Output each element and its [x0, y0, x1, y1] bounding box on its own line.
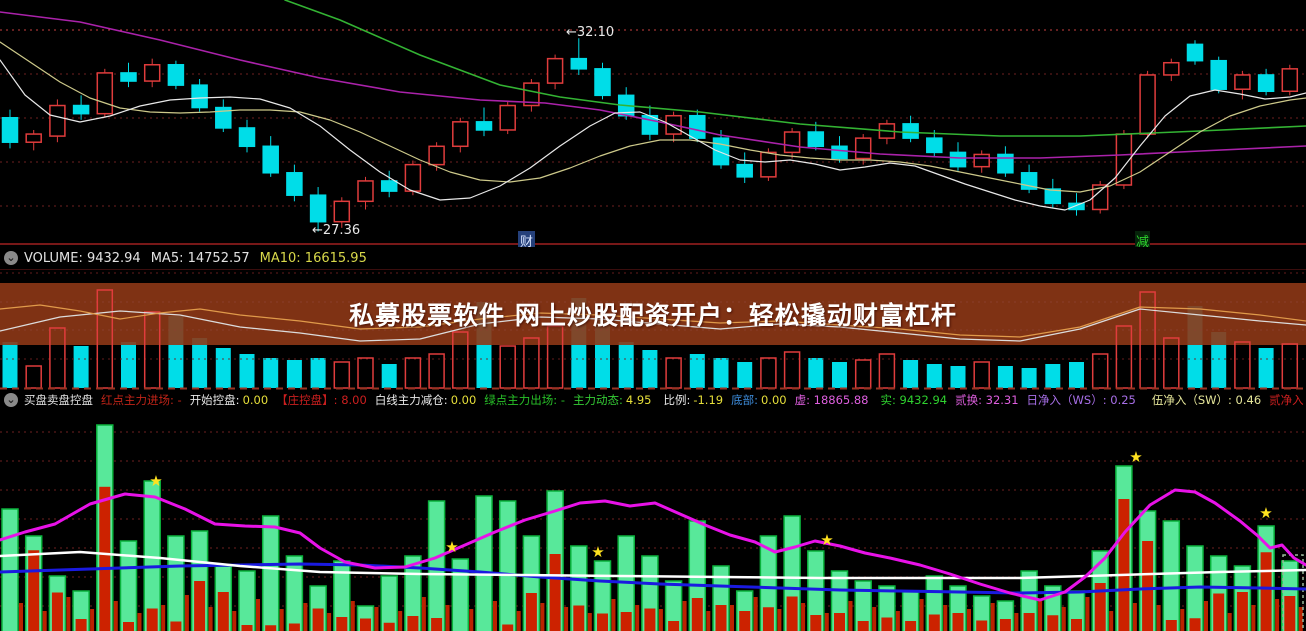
control-indicator-chart[interactable]: ★ ★ ★ ★ ★ ★	[0, 410, 1306, 631]
stat-segment: 0.00	[242, 393, 269, 407]
stat-segment: 【庄控盘】: 8.00	[276, 393, 367, 407]
stat-segment: 虚: 18865.88	[794, 393, 869, 407]
star-signal-icon: ★	[445, 538, 458, 556]
stat-segment: 实: 9432.94	[880, 393, 948, 407]
stat-segment: 买盘卖盘控盘	[24, 393, 93, 407]
stat-segment: -1.19	[693, 393, 724, 407]
stat-segment: 0.00	[760, 393, 787, 407]
stat-segment: 开始控盘:	[189, 393, 240, 407]
chevron-down-circle-icon[interactable]: ⌄	[4, 251, 18, 265]
volume-stats: VOLUME: 9432.94 MA5: 14752.57 MA10: 16615.…	[24, 251, 367, 266]
stat-segment: 主力动态:	[572, 393, 623, 407]
volume-chart[interactable]	[0, 269, 1306, 390]
indicator-stats: 买盘卖盘控盘 红点主力进场: - 开始控盘: 0.00 【庄控盘】: 8.00 白线主力减…	[24, 392, 1304, 408]
star-signal-icon: ★	[1259, 504, 1272, 522]
stat-segment: 伍净入（SW）: 0.46	[1151, 393, 1262, 407]
chevron-down-circle-icon[interactable]: ⌄	[4, 393, 18, 407]
indicator-header-row: ⌄ 买盘卖盘控盘 红点主力进场: - 开始控盘: 0.00 【庄控盘】: 8.00 白线主…	[0, 390, 1306, 410]
stat-segment: 比例:	[663, 393, 691, 407]
stat-segment: 贰净入	[1269, 393, 1304, 407]
star-signal-icon: ★	[149, 472, 162, 490]
stat-segment: MA5: 14752.57	[150, 250, 250, 266]
stat-segment: 白线主力减仓:	[374, 393, 448, 407]
low-price-annotation: ←27.36	[312, 223, 361, 238]
stat-segment: 0.00	[450, 393, 477, 407]
jian-marker-label: 减	[1135, 231, 1151, 250]
star-signal-icon: ★	[1129, 448, 1142, 466]
stat-segment: 日净入（WS）: 0.25	[1026, 393, 1136, 407]
stat-segment: 红点主力进场: -	[101, 393, 182, 407]
stat-segment: 绿点主力出场: -	[484, 393, 565, 407]
candlestick-chart[interactable]	[0, 0, 1306, 247]
star-signal-icon: ★	[591, 543, 604, 561]
high-price-annotation: ←32.10	[566, 25, 615, 40]
stat-segment: 底部:	[731, 393, 758, 407]
cai-marker-label: 财	[518, 231, 536, 250]
stat-segment: VOLUME: 9432.94	[24, 250, 141, 266]
star-signal-icon: ★	[820, 531, 833, 549]
stat-segment: 贰换: 32.31	[955, 393, 1019, 407]
stat-segment: 4.95	[625, 393, 652, 407]
stat-segment: MA10: 16615.95	[259, 250, 367, 266]
volume-header-row: ⌄ VOLUME: 9432.94 MA5: 14752.57 MA10: 1661…	[0, 247, 1306, 270]
